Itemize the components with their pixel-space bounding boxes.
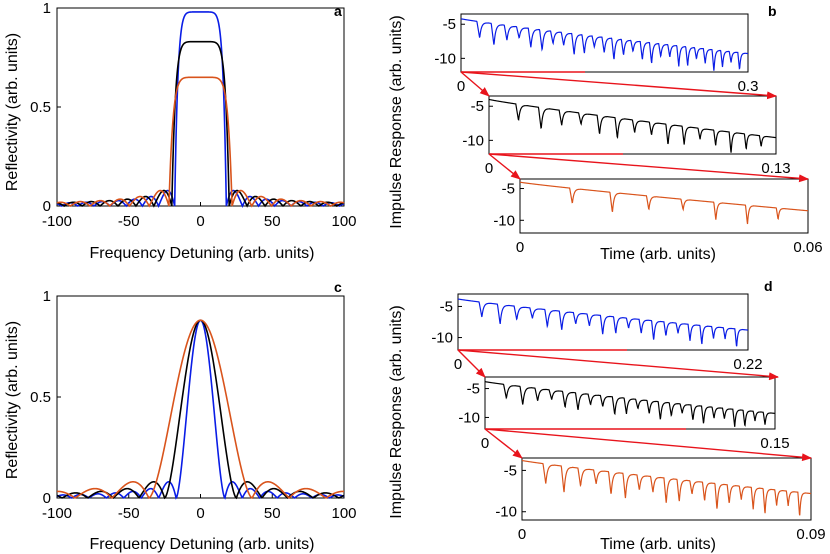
panel-label-b: b [768,3,777,19]
panel-a-xtick-label: -50 [118,213,140,230]
panel-b-arrow-1-right [460,71,777,100]
panel-b-sub-3-ytick-label: -10 [493,212,515,229]
panel-a-ylabel: Reflectivity (arb. units) [4,33,21,191]
panel-a-xtick-label: -100 [42,213,72,230]
panel-c-ytick-label: 0 [43,490,51,507]
panel-b-sub-2-x-start-label: 0 [485,160,493,177]
panel-b-arrow-2-right [488,153,809,183]
panel-b-sub-1-x-end-label: 0.3 [738,78,759,95]
panel-b-arrow-2-left [488,153,521,180]
panel-a-ytick-label: 0 [43,198,51,215]
panel-d-sub-2-x-start-label: 0 [481,435,489,452]
panel-c-ytick-label: 1 [43,288,51,305]
panel-d-sub-2-series-black [484,381,776,427]
panel-d-sub-1-series-blue [457,298,749,347]
panel-b-sub-2-ytick-label: -10 [462,132,484,149]
panel-b-sub-1-ytick-label: -10 [434,50,456,67]
panel-c-xtick-label: -100 [42,505,72,522]
panel-d-sub-3-ytick-label: -10 [495,504,517,521]
panel-d-arrow-1-left [457,349,486,378]
panel-label-d: d [764,278,773,294]
panel-d-sub-3-ytick-label: -5 [504,462,517,479]
panel-a-ytick-label: 1 [43,0,51,17]
panel-d-sub-3-x-end-label: 0.09 [796,526,825,543]
panel-b-sub-3-ytick-label: -5 [502,181,515,198]
panel-b-ylabel: Impulse Response (arb. units) [388,15,405,228]
panel-c-xtick-label: 50 [264,505,281,522]
panel-d-arrow-1-right [457,349,779,381]
panel-d-sub-2-axes-frame [484,376,776,430]
panel-d-arrow-2-right [484,428,812,462]
panel-d-sub-2-ytick-label: -10 [458,409,480,426]
panel-c-series-blue [56,319,345,500]
panel-a-series-black [56,40,345,208]
panel-d-sub-1-x-end-label: 0.22 [733,356,762,373]
panel-b-sub-3-axes-frame [519,178,809,234]
panel-d-sub-1-ytick-label: -5 [440,298,453,315]
panel-d-sub-3-x-start-label: 0 [518,526,526,543]
panel-c-series-orange [56,319,345,499]
panel-a-axes-frame [56,7,345,207]
panel-a-xtick-label: 0 [196,213,204,230]
panel-c-xtick-label: 100 [331,505,356,522]
panel-b-arrow-1-left [460,71,490,97]
panel-d-xlabel: Time (arb. units) [600,536,716,553]
panel-c-xlabel: Frequency Detuning (arb. units) [90,536,315,553]
panel-d-sub-3-axes-frame [521,457,812,521]
panel-d-sub-3-series-orange [521,459,812,516]
panel-label-c: c [334,279,342,295]
panel-b-sub-3-series-orange [519,181,809,225]
panel-b-sub-3-x-end-label: 0.06 [793,239,822,256]
panel-d-sub-2-x-end-label: 0.15 [760,435,789,452]
panel-d-sub-1-ytick-label: -10 [431,330,453,347]
panel-d-sub-1-axes-frame [457,293,749,351]
panel-b-sub-2-ytick-label: -5 [471,98,484,115]
panel-a-xtick-label: 50 [264,213,281,230]
panel-b-sub-2-series-black [488,98,777,153]
panel-d-sub-2-ytick-label: -5 [467,381,480,398]
panel-c-xtick-label: -50 [118,505,140,522]
panel-a-xtick-label: 100 [331,213,356,230]
panel-c-axes-frame [56,295,345,499]
panel-b-sub-1-axes-frame [460,13,749,73]
panel-a-ytick-label: 0.5 [30,99,51,116]
panel-c-xtick-label: 0 [196,505,204,522]
panel-c-ytick-label: 0.5 [30,389,51,406]
panel-b-xlabel: Time (arb. units) [600,246,716,263]
panel-b-sub-1-ytick-label: -5 [443,16,456,33]
panel-b-sub-2-axes-frame [488,95,777,155]
panel-a-xlabel: Frequency Detuning (arb. units) [90,245,315,262]
panel-b-sub-2-x-end-label: 0.13 [761,160,790,177]
panel-c-series-black [56,319,345,500]
panel-b-sub-3-x-start-label: 0 [516,239,524,256]
panel-label-a: a [334,3,342,19]
panel-d-sub-1-x-start-label: 0 [454,356,462,373]
panel-a-series-orange [56,76,345,208]
panel-c-ylabel: Reflectivity (arb. units) [4,321,21,479]
panel-d-arrow-2-left [484,428,523,459]
panel-d-ylabel: Impulse Response (arb. units) [388,305,405,518]
panel-b-sub-1-series-blue [460,18,749,71]
panel-b-sub-1-x-start-label: 0 [457,78,465,95]
